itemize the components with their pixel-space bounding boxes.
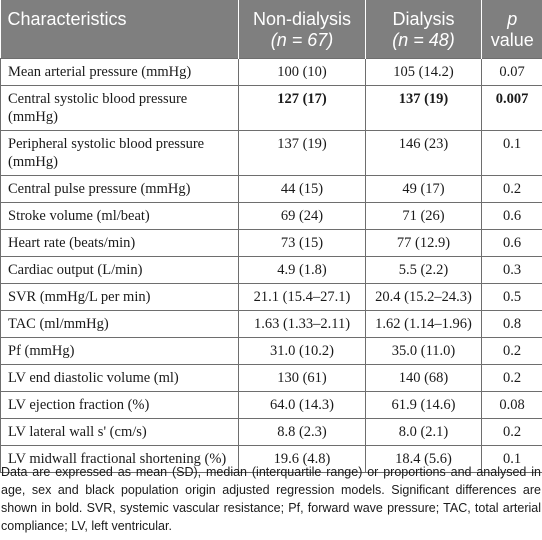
dialysis-value: 8.0 (2.1) bbox=[365, 417, 482, 446]
table-row: LV end diastolic volume (ml) 130 (61) 140 … bbox=[0, 363, 542, 392]
row-label: Heart rate (beats/min) bbox=[0, 228, 239, 257]
table-row: SVR (mmHg/L per min) 21.1 (15.4–27.1) 20.4… bbox=[0, 282, 542, 311]
table-row: LV midwall fractional shortening (%) 19.6… bbox=[0, 444, 542, 473]
dialysis-value: 77 (12.9) bbox=[365, 228, 482, 257]
non-dialysis-value: 73 (15) bbox=[238, 228, 366, 257]
header-characteristics: Characteristics bbox=[0, 0, 239, 58]
p-value: 0.007 bbox=[481, 84, 542, 131]
p-value: 0.3 bbox=[481, 255, 542, 284]
non-dialysis-value: 21.1 (15.4–27.1) bbox=[238, 282, 366, 311]
p-value: 0.6 bbox=[481, 201, 542, 230]
p-value: 0.1 bbox=[481, 129, 542, 176]
header-row: Characteristics Non-dialysis (n = 67) Dia… bbox=[0, 0, 542, 58]
dialysis-value: 140 (68) bbox=[365, 363, 482, 392]
table-row: Mean arterial pressure (mmHg) 100 (10) 105… bbox=[0, 57, 542, 86]
dialysis-value: 71 (26) bbox=[365, 201, 482, 230]
non-dialysis-value: 64.0 (14.3) bbox=[238, 390, 366, 419]
dialysis-value: 137 (19) bbox=[365, 84, 482, 131]
row-label: LV ejection fraction (%) bbox=[0, 390, 239, 419]
non-dialysis-value: 8.8 (2.3) bbox=[238, 417, 366, 446]
dialysis-value: 35.0 (11.0) bbox=[365, 336, 482, 365]
table-row: TAC (ml/mmHg) 1.63 (1.33–2.11) 1.62 (1.14–… bbox=[0, 309, 542, 338]
table-footnote: Data are expressed as mean (SD), median … bbox=[1, 465, 541, 533]
non-dialysis-value: 69 (24) bbox=[238, 201, 366, 230]
table-row: Peripheral systolic blood pressure (mmHg… bbox=[0, 129, 542, 176]
non-dialysis-value: 137 (19) bbox=[238, 129, 366, 176]
dialysis-value: 105 (14.2) bbox=[365, 57, 482, 86]
row-label: Pf (mmHg) bbox=[0, 336, 239, 365]
row-label: Central systolic blood pressure (mmHg) bbox=[0, 84, 239, 131]
row-label: Stroke volume (ml/beat) bbox=[0, 201, 239, 230]
table-row: Pf (mmHg) 31.0 (10.2) 35.0 (11.0) 0.2 bbox=[0, 336, 542, 365]
non-dialysis-value: 130 (61) bbox=[238, 363, 366, 392]
table-row: LV lateral wall s' (cm/s) 8.8 (2.3) 8.0 (2… bbox=[0, 417, 542, 446]
p-value: 0.08 bbox=[481, 390, 542, 419]
table-row: Central systolic blood pressure (mmHg) 12… bbox=[0, 84, 542, 131]
non-dialysis-value: 44 (15) bbox=[238, 174, 366, 203]
non-dialysis-value: 19.6 (4.8) bbox=[238, 444, 366, 473]
header-non-dialysis: Non-dialysis (n = 67) bbox=[238, 0, 366, 58]
p-value: 0.07 bbox=[481, 57, 542, 86]
p-value: 0.5 bbox=[481, 282, 542, 311]
dialysis-value: 49 (17) bbox=[365, 174, 482, 203]
row-label: Central pulse pressure (mmHg) bbox=[0, 174, 239, 203]
table-row: Cardiac output (L/min) 4.9 (1.8) 5.5 (2.2)… bbox=[0, 255, 542, 284]
table-row: LV ejection fraction (%) 64.0 (14.3) 61.9 … bbox=[0, 390, 542, 419]
row-label: Peripheral systolic blood pressure (mmHg… bbox=[0, 129, 239, 176]
non-dialysis-value: 4.9 (1.8) bbox=[238, 255, 366, 284]
table-row: Heart rate (beats/min) 73 (15) 77 (12.9) 0.… bbox=[0, 228, 542, 257]
dialysis-value: 5.5 (2.2) bbox=[365, 255, 482, 284]
row-label: SVR (mmHg/L per min) bbox=[0, 282, 239, 311]
dialysis-value: 1.62 (1.14–1.96) bbox=[365, 309, 482, 338]
dialysis-value: 20.4 (15.2–24.3) bbox=[365, 282, 482, 311]
dialysis-value: 146 (23) bbox=[365, 129, 482, 176]
row-label: Cardiac output (L/min) bbox=[0, 255, 239, 284]
characteristics-table: Characteristics Non-dialysis (n = 67) Dia… bbox=[0, 0, 542, 473]
row-label: Mean arterial pressure (mmHg) bbox=[0, 57, 239, 86]
header-p-value: p value bbox=[481, 0, 542, 58]
table-row: Stroke volume (ml/beat) 69 (24) 71 (26) 0.6 bbox=[0, 201, 542, 230]
row-label: LV end diastolic volume (ml) bbox=[0, 363, 239, 392]
p-value: 0.1 bbox=[481, 444, 542, 473]
row-label: LV lateral wall s' (cm/s) bbox=[0, 417, 239, 446]
row-label: TAC (ml/mmHg) bbox=[0, 309, 239, 338]
dialysis-value: 61.9 (14.6) bbox=[365, 390, 482, 419]
non-dialysis-value: 100 (10) bbox=[238, 57, 366, 86]
header-dialysis: Dialysis (n = 48) bbox=[365, 0, 482, 58]
non-dialysis-value: 127 (17) bbox=[238, 84, 366, 131]
p-value: 0.2 bbox=[481, 417, 542, 446]
non-dialysis-value: 31.0 (10.2) bbox=[238, 336, 366, 365]
p-value: 0.2 bbox=[481, 336, 542, 365]
table-body: Mean arterial pressure (mmHg) 100 (10) 105… bbox=[0, 57, 542, 473]
p-value: 0.6 bbox=[481, 228, 542, 257]
p-value: 0.8 bbox=[481, 309, 542, 338]
p-value: 0.2 bbox=[481, 363, 542, 392]
p-value: 0.2 bbox=[481, 174, 542, 203]
row-label: LV midwall fractional shortening (%) bbox=[0, 444, 239, 473]
table-row: Central pulse pressure (mmHg) 44 (15) 49 (… bbox=[0, 174, 542, 203]
non-dialysis-value: 1.63 (1.33–2.11) bbox=[238, 309, 366, 338]
